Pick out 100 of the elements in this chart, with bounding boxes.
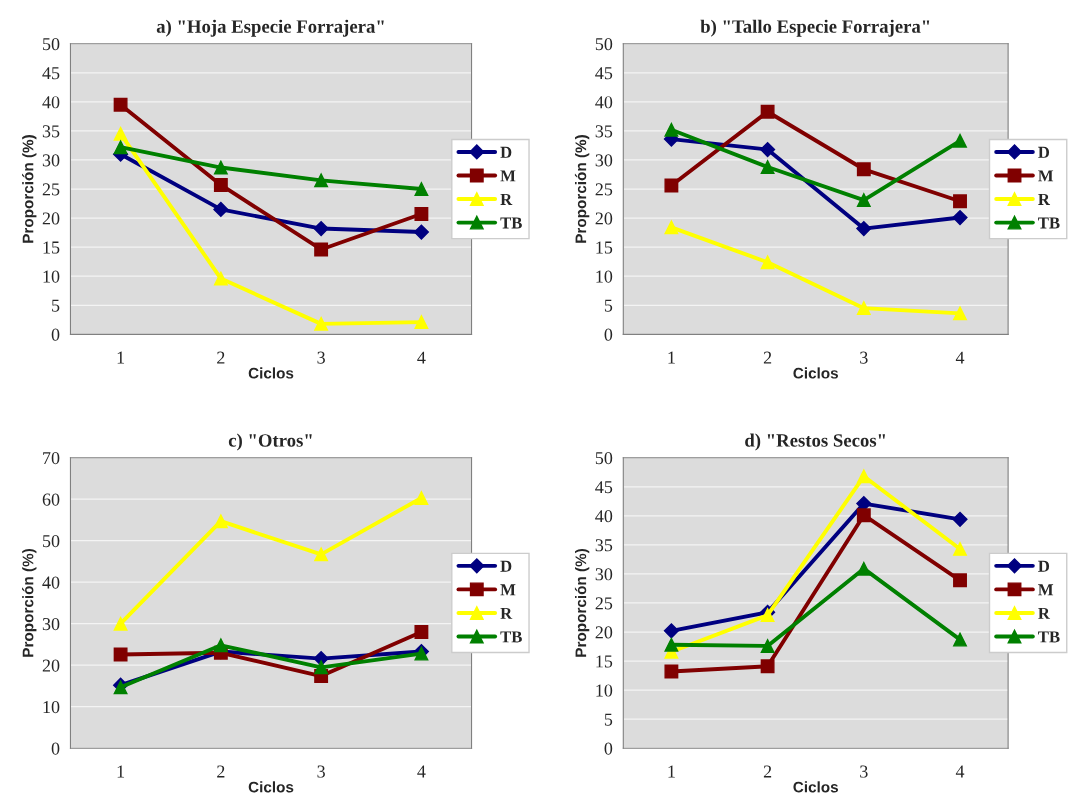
point [314,316,329,331]
y-tick-label: 45 [595,67,613,80]
point [213,160,228,175]
x-axis-title: Ciclos [793,367,839,379]
point [760,639,775,653]
y-axis-title: Proporción (%) [22,135,37,243]
legend-label: R [500,193,513,205]
y-tick-label: 5 [604,299,613,312]
y-tick-label: 30 [595,154,613,167]
legend-label: D [500,146,512,158]
x-tick-label: 4 [955,351,965,364]
y-tick-label: 35 [42,125,60,138]
point [856,193,871,208]
legend-label: R [1038,607,1051,619]
y-tick-label: 40 [42,96,60,109]
point [314,173,329,188]
point [313,220,329,237]
point [856,162,871,177]
y-axis-title: Proporción (%) [574,135,590,243]
y-tick-label: 0 [51,742,60,755]
legend-label: M [1038,584,1054,596]
point [664,664,679,679]
point [953,133,967,148]
y-tick-label: 5 [52,299,60,312]
point [113,647,128,662]
legend-label: TB [1038,217,1060,229]
point [856,301,871,316]
y-tick-label: 40 [595,510,613,523]
x-tick-label: 1 [117,351,125,364]
x-tick-label: 1 [668,765,675,778]
y-tick-label: 30 [42,154,60,167]
point [414,315,429,330]
y-tick-label: 20 [42,659,60,672]
point [953,541,967,556]
x-tick-label: 4 [417,765,426,778]
x-axis-title: Ciclos [248,367,294,379]
point [952,511,968,527]
point [213,201,229,217]
point [113,97,128,112]
y-tick-label: 10 [43,700,60,714]
x-tick-label: 3 [860,351,868,364]
legend-label: TB [500,631,522,643]
x-tick-label: 2 [763,765,772,778]
legend-label: M [1038,170,1054,182]
x-tick-label: 4 [417,351,426,364]
y-tick-label: 15 [596,655,613,668]
y-axis-title: Proporción (%) [22,548,37,657]
point [760,255,775,270]
point [856,469,871,484]
point [664,178,679,193]
point [414,182,429,196]
point [760,160,775,174]
legend-label: D [1038,560,1050,572]
legend-label: TB [1038,631,1060,643]
y-tick-label: 25 [42,183,60,196]
point [314,547,329,562]
y-tick-label: 45 [42,67,60,80]
y-tick-label: 0 [604,742,613,755]
chart-title: c) "Otros" [228,433,312,451]
legend-label: TB [500,217,522,229]
point [213,638,228,653]
y-tick-label: 20 [42,212,60,225]
x-tick-label: 3 [317,765,325,778]
y-tick-label: 10 [43,270,60,283]
y-tick-label: 40 [595,96,613,109]
point [663,623,679,639]
y-tick-label: 35 [595,539,613,552]
y-tick-label: 30 [42,617,60,631]
point [213,514,228,529]
point [314,660,329,675]
y-tick-label: 45 [595,481,613,494]
y-tick-label: 60 [42,493,60,506]
y-tick-label: 40 [42,576,60,589]
y-tick-label: 20 [595,626,613,639]
x-axis-title: Ciclos [248,781,294,793]
x-axis-title: Ciclos [793,781,839,793]
point [760,659,775,674]
y-tick-label: 20 [595,212,613,225]
y-axis-title: Proporción (%) [574,548,590,657]
x-tick-label: 3 [860,765,868,778]
y-tick-label: 15 [43,241,60,254]
point [952,209,968,226]
point [213,178,228,192]
y-tick-label: 50 [43,38,60,51]
point [113,140,128,155]
x-tick-label: 1 [117,765,125,778]
point [414,207,429,221]
chart-title: d) "Restos Secos" [745,433,885,451]
point [953,573,967,588]
point [413,224,429,240]
chart-title: b) "Tallo Especie Forrajera" [700,19,930,37]
point [760,104,775,119]
point [856,508,871,523]
x-tick-label: 2 [217,351,225,364]
y-tick-label: 15 [596,241,613,254]
x-tick-label: 4 [955,765,965,778]
point [213,271,228,286]
y-tick-label: 70 [43,451,60,465]
point [953,632,967,647]
y-tick-label: 0 [51,328,60,341]
